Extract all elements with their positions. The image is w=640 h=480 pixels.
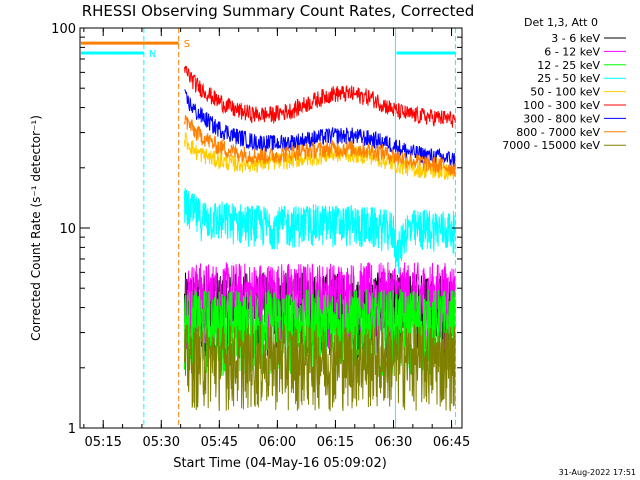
x-tick-label-2: 05:45	[201, 435, 238, 450]
axes: 05:15 05:30 05:45 06:00 06:15 06:30 06:45 1 10 10…	[51, 22, 470, 450]
x-tick-label-3: 06:00	[259, 435, 296, 450]
x-tick-label-6: 06:45	[433, 435, 470, 450]
legend-label-6: 300 - 800 keV	[523, 112, 600, 125]
y-tick-label-2: 100	[51, 22, 76, 37]
series-line-8	[184, 324, 456, 412]
footer-date: 31-Aug-2022 17:51	[559, 468, 636, 477]
event-bar-label-0: S	[184, 39, 190, 50]
chart-title: RHESSI Observing Summary Count Rates, Co…	[82, 2, 475, 20]
legend-label-4: 50 - 100 keV	[530, 86, 600, 99]
x-tick-label-1: 05:30	[143, 435, 180, 450]
x-axis-label: Start Time (04-May-16 05:09:02)	[173, 456, 387, 471]
y-tick-label-0: 1	[68, 422, 76, 437]
series-line-7	[184, 115, 456, 177]
legend-label-3: 25 - 50 keV	[537, 72, 600, 85]
series-line-3	[184, 187, 456, 274]
event-bar-label-1: N	[149, 49, 156, 60]
x-tick-label-0: 05:15	[84, 435, 121, 450]
legend-label-1: 6 - 12 keV	[544, 45, 600, 58]
plot-area: SN	[81, 28, 456, 428]
legend-label-8: 7000 - 15000 keV	[502, 139, 600, 152]
legend-label-2: 12 - 25 keV	[537, 59, 600, 72]
series-line-5	[184, 65, 456, 128]
x-tick-label-5: 06:30	[375, 435, 412, 450]
x-tick-label-4: 06:15	[317, 435, 354, 450]
legend-label-7: 800 - 7000 keV	[516, 126, 600, 139]
y-axis-label: Corrected Count Rate (s⁻¹ detector⁻¹)	[29, 115, 43, 341]
legend-label-5: 100 - 300 keV	[523, 99, 600, 112]
legend-label-0: 3 - 6 keV	[551, 32, 600, 45]
series-line-6	[184, 89, 456, 168]
y-tick-label-1: 10	[59, 222, 76, 237]
series-line-2	[184, 289, 456, 377]
legend-title: Det 1,3, Att 0	[524, 16, 598, 29]
